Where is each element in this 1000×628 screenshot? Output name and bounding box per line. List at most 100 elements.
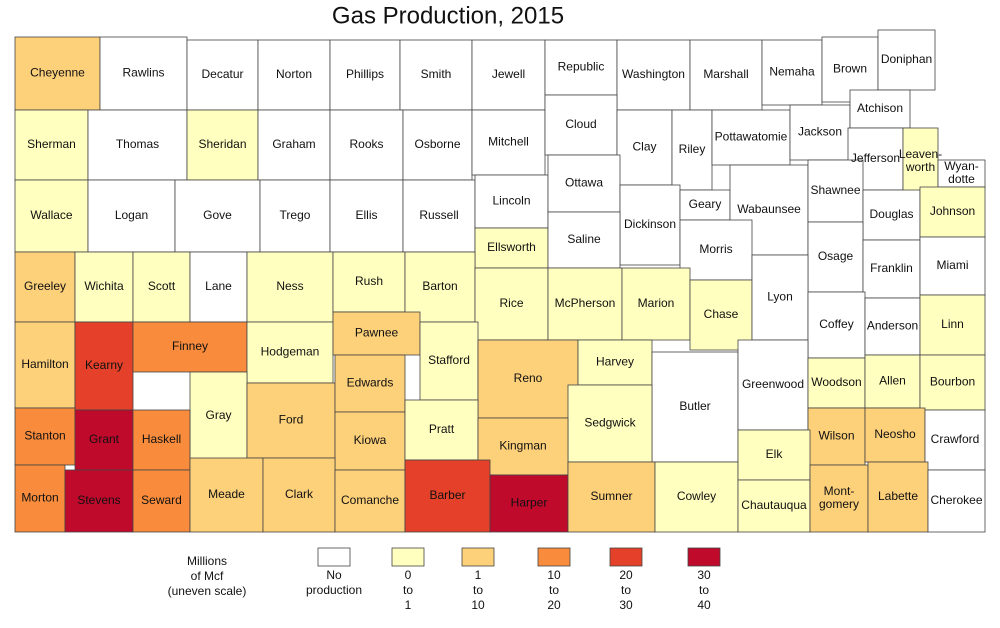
legend-label: to bbox=[549, 583, 559, 597]
legend-swatch bbox=[317, 547, 351, 567]
county bbox=[737, 429, 811, 481]
county-label: Hodgeman bbox=[261, 345, 320, 359]
county-label: Sheridan bbox=[198, 137, 246, 151]
legend-title: (uneven scale) bbox=[168, 584, 247, 598]
county bbox=[189, 251, 248, 323]
county-label: Nemaha bbox=[769, 65, 815, 79]
county bbox=[877, 29, 936, 91]
county-label: Smith bbox=[421, 67, 452, 81]
county-label: Chase bbox=[704, 307, 739, 321]
county-label: Osage bbox=[818, 249, 854, 263]
county-label: Phillips bbox=[346, 67, 384, 81]
legend-label: to bbox=[699, 583, 709, 597]
county bbox=[74, 251, 134, 323]
county bbox=[937, 159, 986, 188]
county-label: Sedgwick bbox=[584, 416, 636, 430]
county-label: Morris bbox=[699, 242, 732, 256]
county bbox=[399, 39, 473, 111]
county-label: Clark bbox=[285, 487, 314, 501]
county bbox=[547, 154, 621, 213]
county-label: Rooks bbox=[349, 137, 383, 151]
county bbox=[87, 109, 188, 181]
legend-label: to bbox=[621, 583, 631, 597]
county bbox=[99, 36, 188, 111]
legend-label: to bbox=[473, 583, 483, 597]
county bbox=[64, 469, 134, 533]
county bbox=[689, 39, 763, 111]
county bbox=[477, 417, 569, 476]
county bbox=[751, 254, 809, 341]
county bbox=[257, 39, 331, 111]
county-label: Comanche bbox=[341, 493, 399, 507]
county-label: Rice bbox=[499, 296, 523, 310]
legend-label: 1 bbox=[405, 598, 412, 612]
county-label: Wallace bbox=[30, 208, 73, 222]
county-label: Sumner bbox=[590, 489, 632, 503]
county-label: gomery bbox=[819, 497, 859, 511]
county-label: Finney bbox=[172, 339, 208, 353]
county-label: Hamilton bbox=[21, 357, 68, 371]
county-label: Republic bbox=[558, 60, 605, 74]
county bbox=[246, 251, 334, 323]
county-label: Meade bbox=[208, 487, 245, 501]
county bbox=[402, 109, 473, 181]
legend-swatch bbox=[537, 547, 571, 567]
county-label: Reno bbox=[514, 371, 543, 385]
county-label: Decatur bbox=[201, 67, 243, 81]
county-label: Wichita bbox=[84, 279, 124, 293]
county-label: Leaven- bbox=[899, 147, 942, 161]
legend-label: 10 bbox=[547, 568, 561, 582]
county-label: Mitchell bbox=[488, 135, 529, 149]
county bbox=[619, 184, 681, 266]
county-label: Gray bbox=[205, 408, 231, 422]
county bbox=[14, 36, 101, 111]
county-label: Kingman bbox=[499, 439, 546, 453]
legend-label: 40 bbox=[697, 598, 711, 612]
county bbox=[927, 469, 986, 533]
legend-label: production bbox=[306, 583, 362, 597]
legend-swatch bbox=[609, 547, 643, 567]
county-label: Brown bbox=[833, 62, 867, 76]
county-label: Stafford bbox=[428, 353, 470, 367]
legend-label: 30 bbox=[619, 598, 633, 612]
county-label: Barton bbox=[422, 279, 457, 293]
county-label: Woodson bbox=[811, 375, 861, 389]
county-label: Wyan- bbox=[944, 159, 979, 173]
county bbox=[14, 251, 76, 323]
county bbox=[621, 267, 691, 341]
county bbox=[689, 279, 753, 351]
county bbox=[737, 479, 811, 533]
county bbox=[867, 461, 929, 533]
county-label: Osborne bbox=[414, 137, 460, 151]
county-label: Atchison bbox=[857, 101, 903, 115]
county bbox=[329, 109, 404, 181]
county bbox=[87, 179, 176, 253]
county-label: Crawford bbox=[931, 432, 980, 446]
county-label: Kiowa bbox=[354, 433, 387, 447]
county-label: Pottawatomie bbox=[715, 130, 788, 144]
county-label: Marion bbox=[638, 296, 675, 310]
county-label: Ellis bbox=[355, 208, 377, 222]
counties bbox=[14, 29, 986, 533]
county bbox=[902, 127, 939, 196]
county bbox=[189, 457, 264, 533]
county bbox=[132, 409, 191, 471]
county-label: Linn bbox=[941, 317, 964, 331]
county-label: Logan bbox=[115, 208, 148, 222]
county-label: Franklin bbox=[870, 261, 913, 275]
county-label: Lane bbox=[205, 279, 232, 293]
county bbox=[334, 354, 406, 413]
county-label: Mont- bbox=[824, 484, 855, 498]
county-label: Kearny bbox=[85, 358, 123, 372]
county bbox=[919, 294, 986, 356]
county bbox=[671, 109, 713, 191]
county-label: Allen bbox=[879, 374, 906, 388]
county-label: Cherokee bbox=[930, 493, 982, 507]
county-label: Gove bbox=[203, 208, 232, 222]
county-label: Jewell bbox=[492, 67, 525, 81]
county-label: Anderson bbox=[867, 319, 918, 333]
county bbox=[132, 321, 248, 373]
legend-label: 20 bbox=[619, 568, 633, 582]
county-label: Cloud bbox=[565, 117, 596, 131]
